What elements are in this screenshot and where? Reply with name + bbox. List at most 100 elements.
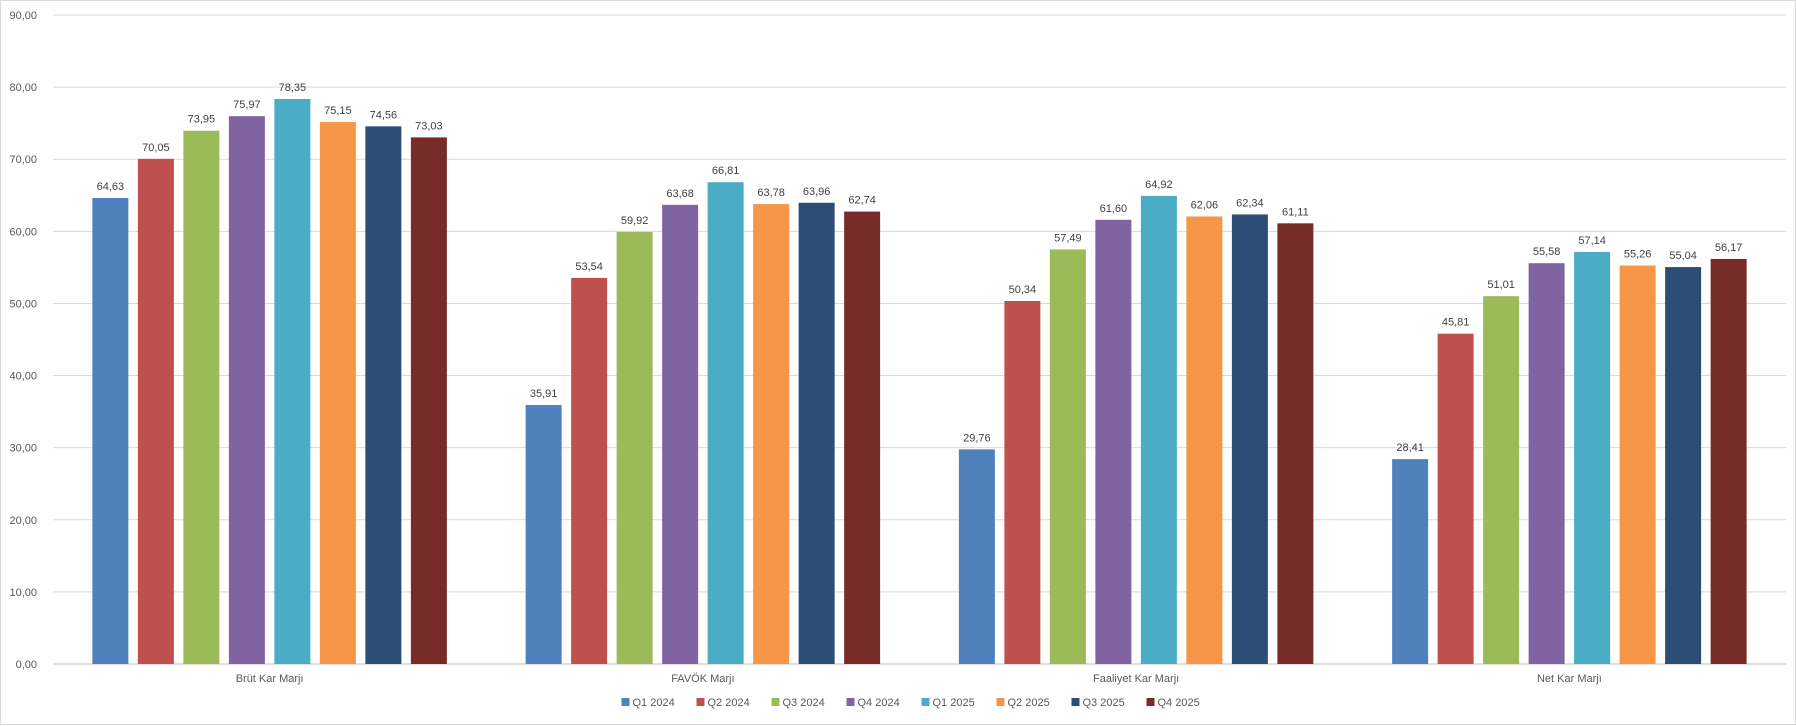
y-tick-label: 60,00: [9, 226, 37, 238]
bars: [92, 99, 1747, 665]
y-tick-label: 70,00: [9, 154, 37, 166]
data-label: 56,17: [1715, 242, 1743, 254]
legend-item[interactable]: Q2 2025: [1008, 697, 1050, 709]
bar[interactable]: [616, 231, 653, 664]
data-label: 55,04: [1669, 250, 1697, 262]
bar[interactable]: [1140, 195, 1177, 664]
data-label: 74,56: [370, 109, 398, 121]
y-tick-label: 20,00: [9, 515, 37, 527]
y-tick-label: 30,00: [9, 443, 37, 455]
bar[interactable]: [274, 99, 311, 664]
bar[interactable]: [571, 277, 608, 664]
y-tick-label: 10,00: [9, 587, 37, 599]
bar[interactable]: [1095, 219, 1132, 664]
gridlines: [53, 14, 1786, 665]
legend-swatch: [621, 698, 630, 706]
bar[interactable]: [319, 122, 356, 664]
legend-swatch: [846, 698, 855, 706]
legend-item[interactable]: Q1 2024: [633, 697, 675, 709]
legend-item[interactable]: Q2 2024: [708, 697, 750, 709]
legend-item[interactable]: Q3 2025: [1083, 697, 1125, 709]
bar[interactable]: [844, 211, 881, 664]
bar[interactable]: [1574, 251, 1611, 665]
bar[interactable]: [228, 116, 265, 665]
bar[interactable]: [1483, 296, 1520, 664]
data-label: 63,78: [757, 187, 785, 199]
data-label: 57,49: [1054, 232, 1082, 244]
bar[interactable]: [183, 130, 220, 664]
y-tick-label: 50,00: [9, 298, 37, 310]
legend-item[interactable]: Q4 2024: [858, 697, 900, 709]
data-label: 62,34: [1236, 197, 1264, 209]
data-label: 57,14: [1578, 235, 1606, 247]
x-category-label: Brüt Kar Marjı: [236, 673, 304, 685]
data-label: 70,05: [142, 142, 170, 154]
data-label: 61,60: [1100, 203, 1128, 215]
y-axis: 0,00 10,00 20,00 30,00 40,00 50,00 60,00 70,00 8…: [9, 10, 37, 671]
x-category-label: Net Kar Marjı: [1537, 673, 1602, 685]
x-axis: Brüt Kar Marjı FAVÖK Marjı Faaliyet Kar Ma…: [236, 673, 1602, 685]
bar[interactable]: [1665, 267, 1702, 664]
data-label: 62,74: [848, 195, 876, 207]
bar[interactable]: [92, 197, 129, 664]
x-category-label: Faaliyet Kar Marjı: [1093, 673, 1179, 685]
bar[interactable]: [1619, 265, 1656, 664]
bar[interactable]: [1004, 300, 1041, 664]
bar[interactable]: [1049, 249, 1086, 664]
bar[interactable]: [958, 449, 995, 664]
legend-swatch: [771, 698, 780, 706]
bar[interactable]: [1186, 216, 1223, 664]
bar[interactable]: [525, 405, 562, 664]
bar[interactable]: [662, 204, 699, 664]
bar[interactable]: [1231, 214, 1268, 664]
bar[interactable]: [365, 126, 402, 665]
bar[interactable]: [1437, 333, 1474, 664]
legend-swatch: [1071, 698, 1080, 706]
y-tick-label: 90,00: [9, 10, 37, 22]
legend-item[interactable]: Q3 2024: [783, 697, 825, 709]
data-label: 63,96: [803, 186, 831, 198]
data-label: 51,01: [1487, 279, 1515, 291]
legend-item[interactable]: Q1 2025: [933, 697, 975, 709]
y-tick-label: 40,00: [9, 371, 37, 383]
data-label: 59,92: [621, 215, 649, 227]
data-label: 64,63: [97, 181, 125, 193]
data-label: 55,26: [1624, 249, 1652, 261]
bar[interactable]: [707, 182, 744, 665]
legend-swatch: [921, 698, 930, 706]
bar[interactable]: [1392, 459, 1429, 664]
data-label: 64,92: [1145, 179, 1173, 191]
legend-swatch: [1146, 698, 1155, 706]
bar[interactable]: [1277, 223, 1314, 665]
y-tick-label: 80,00: [9, 82, 37, 94]
y-tick-label: 0,00: [16, 659, 37, 671]
bar[interactable]: [1528, 263, 1565, 664]
bar[interactable]: [1710, 258, 1747, 664]
bar[interactable]: [798, 202, 835, 664]
data-label: 55,58: [1533, 246, 1561, 258]
data-label: 66,81: [712, 165, 740, 177]
data-labels: 64,63 70,05 73,95 75,97 78,35 75,15 74,56 73,03…: [97, 82, 1743, 454]
bar[interactable]: [410, 137, 447, 664]
data-label: 45,81: [1442, 317, 1470, 329]
legend-item[interactable]: Q4 2025: [1158, 697, 1200, 709]
x-category-label: FAVÖK Marjı: [671, 673, 734, 685]
data-label: 73,95: [188, 114, 216, 126]
legend[interactable]: Q1 2024 Q2 2024 Q3 2024 Q4 2024 Q1 2025 Q2 20…: [621, 697, 1200, 709]
data-label: 29,76: [963, 432, 991, 444]
bar[interactable]: [137, 158, 174, 664]
data-label: 73,03: [415, 120, 443, 132]
data-label: 28,41: [1396, 442, 1424, 454]
bar[interactable]: [753, 204, 790, 665]
data-label: 53,54: [575, 261, 603, 273]
data-label: 62,06: [1191, 199, 1219, 211]
data-label: 75,15: [324, 105, 352, 117]
data-label: 61,11: [1282, 206, 1309, 218]
data-label: 75,97: [233, 99, 261, 111]
data-label: 63,68: [666, 188, 694, 200]
legend-swatch: [696, 698, 705, 706]
data-label: 50,34: [1009, 284, 1037, 296]
data-label: 78,35: [279, 82, 307, 94]
